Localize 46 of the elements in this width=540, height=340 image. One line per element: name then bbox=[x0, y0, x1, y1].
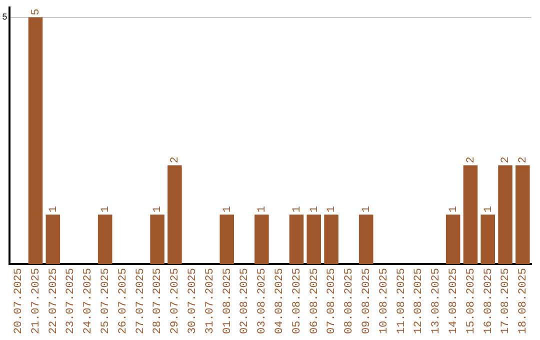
x-tick-label: 27.07.2025 bbox=[134, 268, 147, 334]
x-tick-label: 15.08.2025 bbox=[465, 268, 478, 334]
x-tick-label: 04.08.2025 bbox=[274, 268, 286, 334]
x-tick-label: 09.08.2025 bbox=[360, 268, 373, 334]
x-tick-label: 24.07.2025 bbox=[82, 268, 95, 334]
x-tick-label: 25.07.2025 bbox=[100, 268, 112, 334]
x-tick-label: 17.08.2025 bbox=[500, 268, 512, 334]
x-tick-label: 02.08.2025 bbox=[239, 268, 252, 334]
data-label: 1 bbox=[308, 206, 321, 213]
x-tick-label: 20.07.2025 bbox=[13, 268, 26, 334]
data-label: 1 bbox=[256, 206, 269, 213]
x-tick-label: 12.08.2025 bbox=[413, 268, 426, 334]
x-tick-label: 06.08.2025 bbox=[308, 268, 321, 334]
x-tick-label: 14.08.2025 bbox=[448, 268, 460, 334]
data-label: 2 bbox=[170, 156, 182, 164]
x-tick-label: 03.08.2025 bbox=[256, 268, 269, 334]
x-tick-label: 13.08.2025 bbox=[430, 268, 443, 334]
x-tick-label: 30.07.2025 bbox=[186, 268, 199, 334]
data-label: 1 bbox=[360, 206, 373, 213]
data-label: 1 bbox=[222, 206, 234, 213]
data-label: 1 bbox=[152, 206, 164, 213]
x-tick-label: 31.07.2025 bbox=[204, 268, 216, 334]
x-tick-label: 22.07.2025 bbox=[48, 268, 60, 334]
x-tick-label: 08.08.2025 bbox=[344, 268, 356, 334]
data-label: 1 bbox=[48, 206, 60, 213]
x-tick-label: 10.08.2025 bbox=[378, 268, 390, 334]
x-tick-label: 29.07.2025 bbox=[170, 268, 182, 334]
x-tick-label: 07.08.2025 bbox=[326, 268, 338, 334]
x-tick-label: 01.08.2025 bbox=[222, 268, 234, 334]
data-label: 5 bbox=[30, 8, 42, 16]
data-label: 2 bbox=[518, 156, 530, 164]
x-tick-label: 05.08.2025 bbox=[291, 268, 304, 334]
data-label: 2 bbox=[465, 156, 478, 164]
x-tick-label: 26.07.2025 bbox=[117, 268, 130, 334]
data-label: 1 bbox=[326, 206, 338, 213]
data-label: 1 bbox=[482, 206, 495, 213]
x-tick-label: 11.08.2025 bbox=[396, 268, 408, 334]
data-label: 1 bbox=[448, 206, 460, 213]
x-tick-label: 28.07.2025 bbox=[152, 268, 164, 334]
data-label: 1 bbox=[291, 206, 304, 213]
data-label: 2 bbox=[500, 156, 512, 164]
x-tick-label: 16.08.2025 bbox=[482, 268, 495, 334]
x-tick-label: 21.07.2025 bbox=[30, 268, 42, 334]
x-tick-label: 23.07.2025 bbox=[65, 268, 78, 334]
x-tick-label: 18.08.2025 bbox=[518, 268, 530, 334]
data-label: 1 bbox=[100, 206, 112, 213]
